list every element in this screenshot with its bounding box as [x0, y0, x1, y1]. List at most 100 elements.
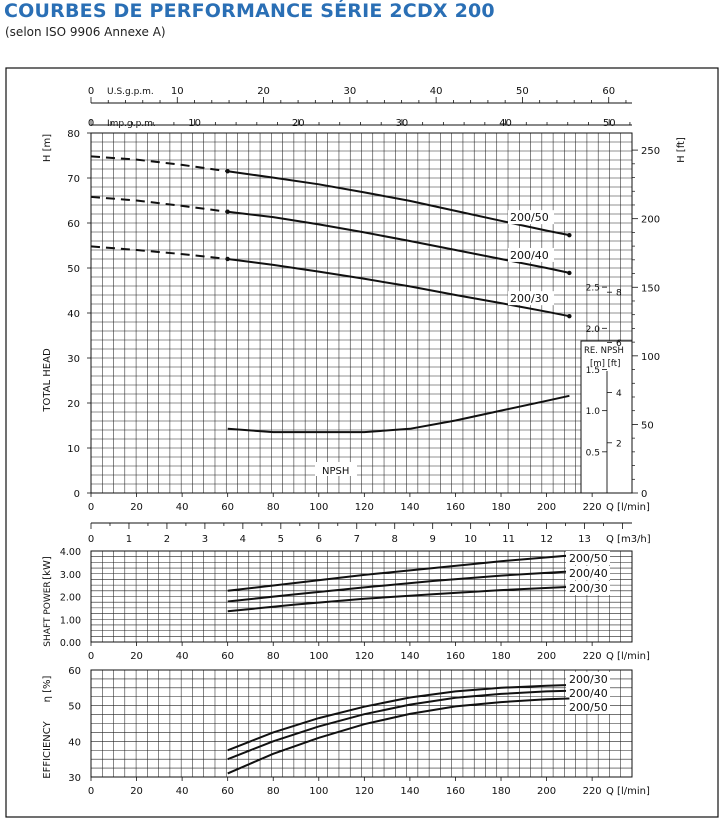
npsh-m-tick-label: 2.0: [586, 325, 601, 335]
head-curve-dashed-200-30: [90, 245, 228, 260]
efficiency-curve-200-30: [227, 684, 570, 752]
m3h-tick-label: 7: [354, 534, 360, 545]
efficiency-curve-200-40: [227, 689, 570, 761]
m3h-tick-label: 9: [429, 534, 435, 545]
head-y-tick-label: 10: [67, 444, 80, 455]
power-grid: [91, 551, 632, 642]
efficiency-frame: [90, 669, 633, 778]
head-curve-200-50: [227, 170, 570, 237]
m3h-tick-label: 8: [392, 534, 398, 545]
npsh-box-title: RE. NPSH: [584, 346, 624, 356]
power-unit: [kW]: [42, 556, 53, 580]
head-right-tick-label: 200: [641, 215, 660, 226]
head-curve-end-marker: [567, 270, 572, 276]
impgpm-axis-label: Imp.g.p.m.: [107, 119, 156, 129]
head-ylabel: TOTAL HEAD: [42, 348, 53, 413]
head-y-tick-label: 80: [67, 129, 80, 140]
head-x-tick-label: 200: [537, 502, 556, 513]
power-x-tick-label: 160: [446, 651, 465, 662]
m3h-tick-label: 0: [88, 534, 94, 545]
power-x-tick-label: 180: [491, 651, 510, 662]
efficiency-ylabel: EFFICIENCY: [42, 720, 53, 778]
efficiency-y-tick-label: 50: [68, 702, 81, 713]
efficiency-x-tick-label: 80: [267, 786, 280, 797]
efficiency-x-tick-label: 160: [446, 786, 465, 797]
efficiency-curve-200-50: [227, 697, 570, 775]
efficiency-x-unit: Q [l/min]: [606, 786, 650, 797]
power-x-tick-label: 100: [309, 651, 328, 662]
efficiency-series-label: 200/40: [569, 687, 608, 700]
head-right-tick-label: 50: [641, 420, 654, 431]
npsh-m-tick-label: 1.5: [586, 366, 600, 376]
head-right-tick-label: 250: [641, 146, 660, 157]
power-series-label: 200/30: [569, 582, 608, 595]
efficiency-series-label: 200/30: [569, 673, 608, 686]
head-right-unit: H [ft]: [676, 137, 687, 163]
head-curve-start-marker: [225, 209, 230, 214]
head-x-tick-label: 40: [176, 502, 189, 513]
npsh-m-tick-label: 1.0: [586, 407, 601, 417]
head-x-tick-label: 220: [583, 502, 602, 513]
usgpm-tick-label: 0: [88, 86, 94, 97]
efficiency-x-tick-label: 40: [176, 786, 189, 797]
head-y-tick-label: 70: [67, 174, 80, 185]
impgpm-tick-label: 50: [603, 118, 616, 129]
head-x-tick-label: 80: [267, 502, 280, 513]
usgpm-tick-label: 20: [257, 86, 270, 97]
head-y-tick-label: 20: [67, 399, 80, 410]
m3h-tick-label: 3: [202, 534, 208, 545]
head-series-label-bg: [508, 210, 554, 225]
npsh-ft-tick-label: 4: [616, 389, 622, 399]
npsh-ft-tick-label: 2: [616, 439, 622, 449]
head-x-unit: Q [l/min]: [606, 502, 650, 513]
m3h-tick-label: 1: [126, 534, 132, 545]
power-x-tick-label: 80: [267, 651, 280, 662]
m3h-tick-label: 11: [502, 534, 515, 545]
m3h-tick-label: 10: [464, 534, 477, 545]
power-x-tick-label: 220: [583, 651, 602, 662]
usgpm-tick-label: 60: [602, 86, 615, 97]
head-x-tick-label: 60: [221, 502, 234, 513]
m3h-tick-label: 12: [540, 534, 553, 545]
head-series-label: 200/30: [510, 292, 549, 305]
page-subtitle: (selon ISO 9906 Annexe A): [5, 25, 166, 39]
usgpm-tick-label: 10: [171, 86, 184, 97]
power-x-tick-label: 140: [400, 651, 419, 662]
head-x-tick-label: 100: [309, 502, 328, 513]
power-x-tick-label: 200: [537, 651, 556, 662]
head-x-tick-label: 140: [400, 502, 419, 513]
efficiency-x-tick-label: 180: [491, 786, 510, 797]
head-right-tick-label: 100: [641, 352, 660, 363]
efficiency-x-tick-label: 20: [130, 786, 143, 797]
npsh-m-tick-label: 0.5: [586, 448, 600, 458]
head-y-tick-label: 50: [67, 264, 80, 275]
head-curve-200-40: [227, 210, 570, 274]
head-right-tick-label: 150: [641, 283, 660, 294]
head-grid: [91, 133, 632, 493]
head-x-tick-label: 180: [491, 502, 510, 513]
m3h-tick-label: 5: [278, 534, 284, 545]
power-curve-200-40: [227, 570, 570, 603]
power-series-label-bg: [566, 581, 610, 595]
power-frame: [90, 550, 633, 643]
impgpm-tick-label: 40: [499, 118, 512, 129]
npsh-ft-tick-label: 8: [616, 289, 622, 299]
npsh-label-bg: [315, 462, 357, 476]
head-x-tick-label: 20: [130, 502, 143, 513]
efficiency-x-tick-label: 140: [400, 786, 419, 797]
m3h-unit: Q [m3/h]: [606, 534, 651, 545]
efficiency-unit: η [%]: [42, 675, 53, 702]
head-x-tick-label: 0: [88, 502, 94, 513]
head-series-label-bg: [508, 291, 554, 306]
impgpm-tick-label: 30: [396, 118, 409, 129]
usgpm-tick-label: 30: [343, 86, 356, 97]
power-y-tick-label: 4.00: [60, 547, 81, 558]
impgpm-tick-label: 0: [88, 118, 94, 129]
npsh-ft-tick-label: 6: [616, 339, 622, 349]
efficiency-series-label-bg: [566, 700, 610, 714]
power-y-tick-label: 0.00: [60, 638, 81, 649]
head-series-label: 200/50: [510, 211, 549, 224]
m3h-tick-label: 2: [164, 534, 170, 545]
usgpm-tick-label: 40: [430, 86, 443, 97]
